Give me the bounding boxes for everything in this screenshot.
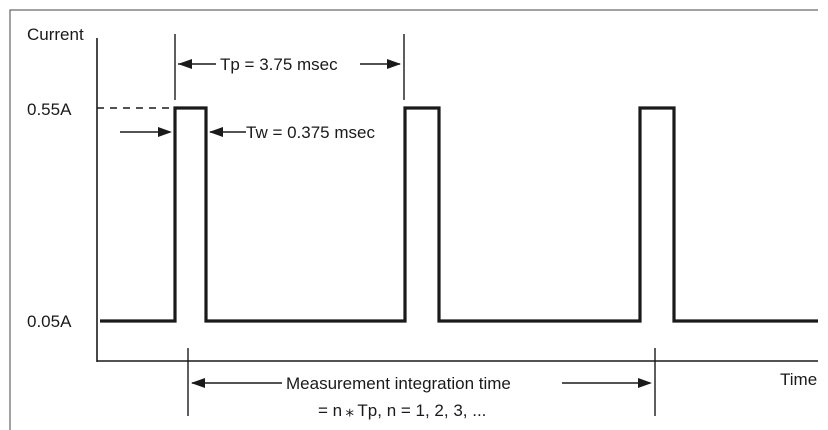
level-low-label: 0.05A bbox=[27, 312, 72, 331]
level-high-label: 0.55A bbox=[27, 100, 72, 119]
integration-label: Measurement integration time bbox=[286, 374, 511, 393]
integration-arrow-right-head bbox=[638, 378, 652, 388]
integration-arrow-left-head bbox=[191, 378, 205, 388]
period-arrow-right-head bbox=[387, 59, 401, 69]
x-axis-label: Time bbox=[780, 370, 817, 389]
period-arrow-left-head bbox=[178, 59, 192, 69]
integration-formula: = n ⁎ Tp, n = 1, 2, 3, ... bbox=[318, 401, 486, 420]
width-arrow-left-head bbox=[158, 127, 172, 137]
y-axis-label: Current bbox=[27, 25, 84, 44]
figure-frame bbox=[9, 9, 818, 430]
width-arrow-right-head bbox=[209, 127, 223, 137]
period-label: Tp = 3.75 msec bbox=[220, 55, 338, 74]
pulse-waveform bbox=[100, 106, 818, 323]
width-label: Tw = 0.375 msec bbox=[246, 123, 375, 142]
